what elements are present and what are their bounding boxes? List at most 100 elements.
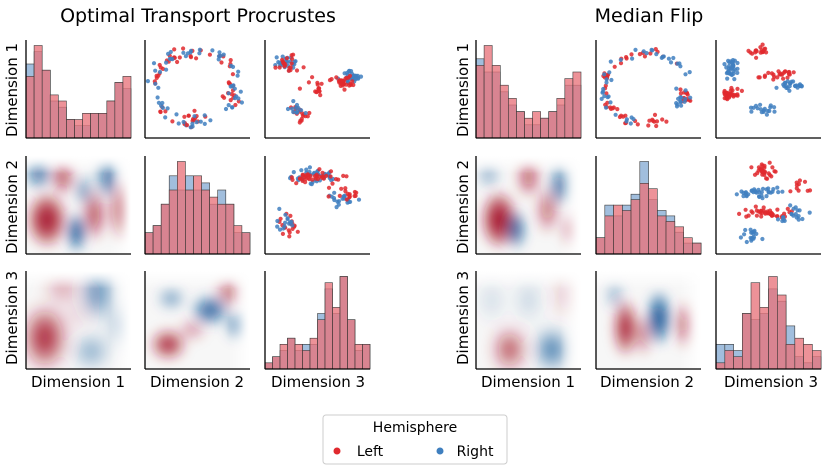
panel-1-r1c2-point-10 xyxy=(642,54,648,59)
panel-0-r2c3-point-73 xyxy=(289,175,294,180)
panel-1-r2c3-point-25 xyxy=(767,160,772,165)
panel-0-r1c1-bar-left-9 xyxy=(98,113,108,139)
panel-1-r2c3-point-27 xyxy=(760,172,765,177)
panel-1-r1c3-point-87 xyxy=(786,71,792,77)
panel-1-r2c3-point-37 xyxy=(775,185,780,190)
panel-0-r2c3-point-109 xyxy=(339,186,344,191)
panel-0-r2c2-bar-left-2 xyxy=(160,203,170,255)
panel-1-r2c3-point-151 xyxy=(807,188,813,193)
panel-1-r2c3-point-105 xyxy=(788,203,793,208)
panel-1-r1c2-point-65 xyxy=(606,94,611,99)
panel-0-r2c2 xyxy=(144,156,251,255)
panel-0-r1c3-point-31 xyxy=(286,68,291,73)
panel-1-r1c2-point-60 xyxy=(603,105,609,110)
panel-0-r1c2-point-42 xyxy=(174,112,179,117)
panel-1-r1c3-point-111 xyxy=(793,84,798,89)
panel-1-r1c1-bar-left-7 xyxy=(532,111,541,139)
panel-1-r1c3-point-31 xyxy=(735,70,740,75)
panel-1-r2c3-point-101 xyxy=(750,210,755,215)
panel-0-r1c2-point-27 xyxy=(181,46,186,51)
panel-0-r2c3-point-123 xyxy=(287,234,292,239)
panel-1-r1c3-point-113 xyxy=(783,83,789,89)
panel-1-r2c3-point-80 xyxy=(759,210,765,216)
panel-0-r3c1-fade-top xyxy=(26,271,131,369)
panel-0-r1c1-bar-left-11 xyxy=(114,82,124,139)
panel-0-r2c1-field xyxy=(26,156,131,254)
panel-0-r1c2-point-46 xyxy=(166,51,171,57)
panel-1-r1c3-point-84 xyxy=(762,73,768,78)
panel-1-r2c3-point-81 xyxy=(759,214,764,219)
panel-0-r1c3-point-143 xyxy=(306,80,311,85)
col-label-1-right: Dimension 1 xyxy=(481,373,575,391)
panel-1-r2c3-point-28 xyxy=(767,172,772,178)
panel-1-r2c3-point-152 xyxy=(794,180,799,185)
panel-1-r1c2-point-14 xyxy=(618,61,624,66)
panel-0-r2c3-point-71 xyxy=(303,176,309,181)
panel-1-r1c2-point-58 xyxy=(618,57,623,63)
panel-1-r2c3-point-142 xyxy=(751,232,756,237)
panel-1-r2c3-point-67 xyxy=(761,205,766,210)
panel-0-r3c3-bar-left-6 xyxy=(309,337,318,370)
panel-1-r2c3-point-58 xyxy=(766,190,771,195)
col-label-3-left: Dimension 3 xyxy=(271,373,365,391)
panel-1-r1c3-point-146 xyxy=(761,109,766,114)
panel-0-r3c3-bar-left-12 xyxy=(354,343,363,370)
panel-1-r3c3-bar-left-9 xyxy=(794,337,804,370)
panel-0-r2c3-point-78 xyxy=(314,172,319,177)
panel-0-r1c3-point-21 xyxy=(274,55,279,60)
row-label-1-left: Dimension 1 xyxy=(3,43,21,137)
legend-marker-left xyxy=(333,447,341,455)
panel-0-r1c3-point-127 xyxy=(291,109,296,115)
panel-0-r2c2-bar-left-5 xyxy=(185,189,194,255)
panel-1-r3c3-bar-left-6 xyxy=(768,276,778,370)
panel-0-r1c2-point-69 xyxy=(216,54,222,59)
row-label-2-left: Dimension 2 xyxy=(3,160,21,254)
panel-1-r2c3-point-134 xyxy=(742,232,747,237)
panel-1-r1c3-point-52 xyxy=(739,88,745,93)
col-label-3-right: Dimension 3 xyxy=(724,373,818,391)
panel-1-r1c3-point-30 xyxy=(729,66,734,71)
panel-1-r1c3-point-131 xyxy=(748,50,753,55)
panel-1-r1c2-point-106 xyxy=(674,101,679,106)
panel-1-r2c3-point-149 xyxy=(788,189,793,194)
panel-0-r1c3-point-25 xyxy=(277,65,282,70)
panel-0-r2c3-point-110 xyxy=(347,193,352,198)
panel-0-r3c3-bar-left-4 xyxy=(294,343,303,370)
panel-1-r1c2-point-31 xyxy=(623,113,628,118)
panel-1-r1c3-point-147 xyxy=(753,103,759,108)
panel-1-r2c3-point-136 xyxy=(748,227,753,232)
panel-0-r3c3-bar-left-7 xyxy=(317,319,326,370)
panel-0-r1c2-point-100 xyxy=(223,106,229,112)
panel-1-r3c1-field xyxy=(476,271,581,369)
panel-1-r3c3-bar-left-8 xyxy=(785,343,796,370)
panel-1-r2c3-point-78 xyxy=(754,208,760,213)
panel-1-r1c3-point-97 xyxy=(787,88,792,93)
panel-0-r1c2-point-72 xyxy=(163,115,168,120)
panel-1-r1c2-point-97 xyxy=(679,103,684,108)
panel-0-r2c3-point-22 xyxy=(304,167,309,172)
panel-1-r2c3-point-123 xyxy=(794,215,799,220)
panel-0-r1c3-point-94 xyxy=(347,83,352,88)
panel-0-r2c3-point-141 xyxy=(281,226,286,231)
panel-0-r1c2-point-66 xyxy=(210,48,215,53)
panel-0-r2c2-bar-left-0 xyxy=(144,232,154,255)
panel-0-r2c3-point-74 xyxy=(334,177,339,182)
panel-0-r3c3-bar-left-5 xyxy=(302,350,311,370)
panel-0-r2c3-point-38 xyxy=(309,182,314,187)
panel-0-r1c3-point-147 xyxy=(314,90,319,95)
col-label-2-left: Dimension 2 xyxy=(150,373,244,391)
panel-1-r2c3-point-77 xyxy=(754,213,760,218)
panel-1-r1c2-point-24 xyxy=(653,47,658,52)
panel-1-r1c3-point-55 xyxy=(735,93,740,98)
panel-1-r2c3-point-83 xyxy=(746,213,751,218)
panel-0-r1c2-point-61 xyxy=(156,85,161,90)
panel-1-r1c2-point-76 xyxy=(668,60,674,65)
panel-1-r2c3-point-56 xyxy=(770,189,775,194)
panel-1-r1c1-bar-left-2 xyxy=(491,65,501,139)
row-label-3-left: Dimension 3 xyxy=(3,271,21,365)
panel-1-r2c3-point-97 xyxy=(763,211,768,216)
panel-0-r2c3-point-77 xyxy=(328,169,334,174)
panel-0-r1c2-point-51 xyxy=(235,73,240,78)
panel-1-r1c2-point-22 xyxy=(629,52,634,57)
